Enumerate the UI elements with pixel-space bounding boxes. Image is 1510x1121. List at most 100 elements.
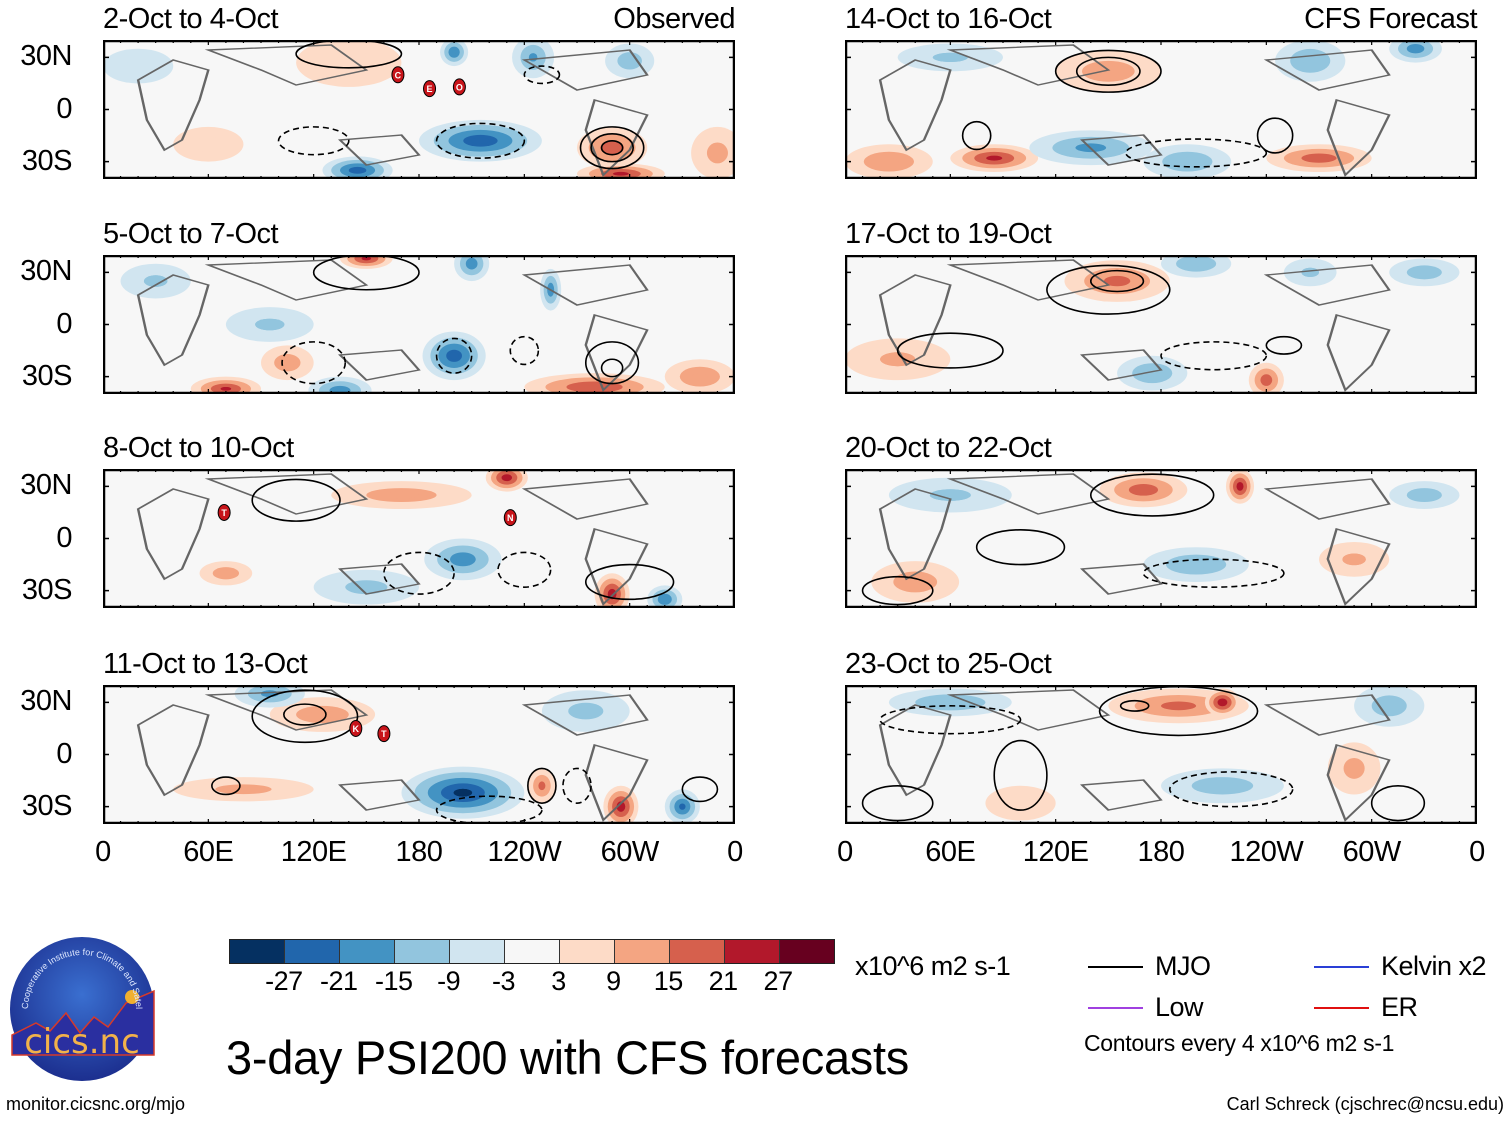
mjo-contour-positive [579,126,645,170]
coastline [521,478,649,520]
legend-line-low [1088,1006,1143,1009]
lon-tick-label: 60E [183,836,234,868]
colorbar-swatch [780,940,834,963]
colorbar-tick-label: -3 [492,966,516,996]
legend-label: Kelvin x2 [1381,951,1487,981]
panel-title: 5-Oct to 7-Oct [103,218,279,250]
contour-note: Contours every 4 x10^6 m2 s-1 [1084,1030,1395,1056]
lon-tick-label: 60W [600,836,660,868]
anomaly-fill [449,352,459,360]
mjo-contour-positive [1256,117,1294,154]
anomaly-fill [1177,157,1197,166]
anomaly-fill [219,570,233,577]
anomaly-fill [1302,56,1318,66]
anomaly-fill [1237,483,1243,489]
anomaly-fill [1342,553,1366,566]
mjo-contour-positive [681,776,719,803]
lat-tick-label: 30N [20,255,72,288]
anomaly-fill [584,384,606,390]
cyclone-icon [452,78,466,96]
anomaly-fill [1207,781,1238,791]
coastline [1263,264,1391,306]
anomaly-fill [879,157,899,166]
anomaly-fill [124,59,152,73]
map-background [103,255,735,394]
panel-title: 23-Oct to 25-Oct [845,648,1052,680]
anomaly-fill [456,555,470,563]
anomaly-fill [471,137,490,144]
lon-tick-label: 0 [95,836,111,868]
mjo-contour-positive [527,767,557,804]
mjo-contour-negative [1125,138,1268,168]
cyclone-letter: E [427,84,433,94]
colorbar-swatch [395,940,450,963]
map-frame [103,685,735,824]
coastline [521,264,649,306]
mjo-contour-positive [584,341,640,385]
coastline [337,563,421,595]
coastline [204,259,369,301]
colorbar-swatch [285,940,340,963]
mjo-contour-positive [1075,56,1141,86]
legend-line-er [1314,1006,1369,1009]
coastline [1079,349,1163,381]
panel-title: 17-Oct to 19-Oct [845,218,1052,250]
legend-item-low: Low [1088,992,1204,1023]
coastline [337,349,421,381]
coastline [1326,98,1391,177]
map-frame [103,255,735,394]
anomaly-fill [1095,66,1122,77]
mjo-contour-negative [509,335,540,366]
mjo-contour-positive [1089,269,1145,293]
anomaly-fill [1415,268,1434,276]
mjo-contour-positive [211,776,241,796]
lon-tick-label: 120W [487,836,562,868]
mjo-contour-positive [283,703,327,726]
panel-title: 2-Oct to 4-Oct [103,3,279,35]
anomaly-fill [452,50,457,55]
coastline [584,98,649,177]
coastline [878,59,952,152]
mjo-contour-negative [1168,771,1294,808]
coastline [584,313,649,392]
lon-tick-label: 120E [1022,836,1089,868]
footer-credit: Carl Schreck (cjschrec@ncsu.edu) [1226,1094,1504,1114]
anomaly-fill [1007,796,1034,810]
figure-title: 3-day PSI200 with CFS forecasts [226,1031,909,1084]
anomaly-fill [572,704,599,718]
mjo-contour-positive [1265,335,1303,355]
panel-title: 11-Oct to 13-Oct [103,648,308,680]
map-panel-p3: TN [103,469,735,608]
logo-sun [125,990,139,1004]
legend-label: Low [1155,992,1204,1022]
mjo-contour-positive [590,133,634,163]
lon-tick-label: 120W [1229,836,1304,868]
panel-tag: Observed [613,3,735,35]
colorbar-tick-label: -21 [320,966,358,996]
coastline [584,527,649,606]
footer-url[interactable]: monitor.cicsnc.org/mjo [6,1094,186,1114]
lat-tick-label: 0 [56,737,72,770]
lat-tick-label: 30N [20,469,72,502]
coastline [878,488,952,581]
anomaly-fill [1165,702,1192,710]
anomaly-fill [309,710,336,719]
anomaly-fill [1136,486,1151,493]
legend-line-mjo [1088,965,1143,968]
lon-tick-label: 180 [1137,836,1185,868]
map-frame [845,40,1477,179]
anomaly-fill [1184,560,1208,569]
anomaly-fill [987,156,1001,161]
mjo-contour-negative [562,767,592,804]
coastline [1326,743,1391,822]
coastline [946,259,1111,301]
tropical-cyclone-marker: C [391,66,405,84]
logo-name: cics.nc [24,1022,140,1062]
panel-title: 8-Oct to 10-Oct [103,432,294,464]
cyclone-letter: T [381,729,387,739]
cyclone-letter: N [507,513,514,523]
colorbar-units: x10^6 m2 s-1 [855,951,1011,981]
mjo-contour-positive [295,40,403,69]
coastline [1079,563,1163,595]
lat-tick-label: 30S [21,789,73,822]
